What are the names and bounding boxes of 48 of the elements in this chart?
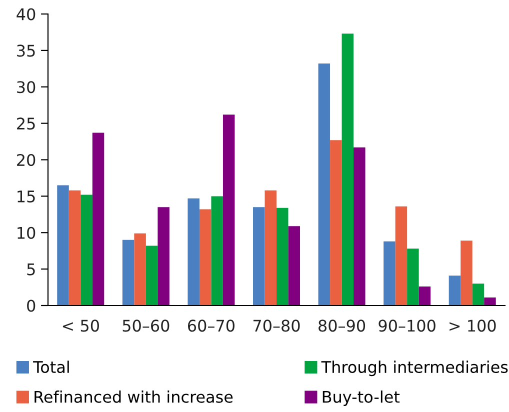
bar — [407, 248, 419, 306]
bar — [222, 114, 235, 306]
bar — [460, 240, 472, 306]
bar — [264, 190, 276, 306]
legend-label: Total — [33, 360, 69, 374]
bar — [448, 276, 461, 306]
x-tick-label: < 50 — [62, 320, 99, 332]
y-tick-label: 35 — [17, 44, 35, 57]
bar — [342, 34, 354, 306]
bar — [158, 207, 170, 306]
bar — [288, 226, 300, 306]
bar — [472, 284, 484, 306]
bar — [188, 198, 200, 306]
bar — [199, 209, 212, 306]
legend-label: Through intermediaries — [321, 360, 508, 376]
x-tick-label: 80–90 — [318, 320, 366, 332]
bar — [80, 194, 92, 306]
y-tick-label: 40 — [16, 8, 36, 20]
bar — [484, 297, 496, 306]
y-tick-label: 10 — [18, 226, 36, 239]
y-tick-label: 15 — [18, 190, 35, 202]
bar — [384, 241, 396, 306]
y-tick-label: 5 — [27, 263, 35, 276]
x-tick-label: 90–100 — [378, 320, 436, 332]
bar — [146, 246, 158, 306]
y-tick-label: 0 — [27, 300, 36, 312]
bar — [318, 64, 330, 306]
y-tick-label: 30 — [17, 81, 36, 94]
bar — [276, 208, 288, 306]
bar — [134, 233, 146, 306]
bar — [92, 132, 104, 306]
legend-label: Refinanced with increase — [34, 390, 233, 403]
x-tick-label: 60–70 — [188, 320, 234, 332]
bar — [122, 240, 134, 306]
bar — [395, 206, 408, 306]
y-tick-label: 20 — [17, 154, 36, 166]
x-tick-label: 50–60 — [122, 320, 170, 332]
bar — [330, 140, 342, 306]
bar — [252, 207, 265, 306]
bar — [418, 286, 431, 306]
bar — [211, 196, 223, 306]
bar — [68, 190, 81, 306]
bar — [57, 185, 69, 306]
x-tick-label: > 100 — [450, 320, 496, 332]
x-tick-label: 70–80 — [253, 320, 300, 332]
legend-label: Buy-to-let — [322, 390, 400, 406]
bar — [354, 147, 366, 306]
y-tick-label: 25 — [17, 118, 35, 130]
